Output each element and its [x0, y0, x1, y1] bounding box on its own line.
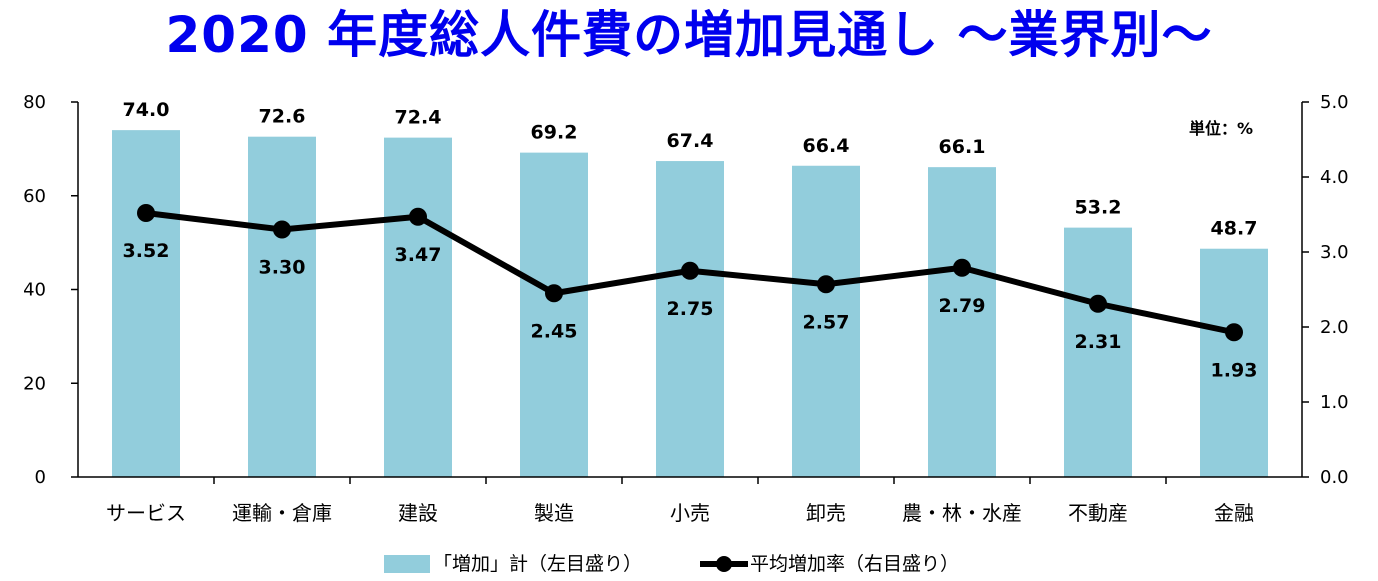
bar-value-labels: 74.0 72.6 72.4 69.2 67.4 66.4 66.1 53.2 48.7: [123, 99, 1258, 240]
legend-line-marker: [716, 556, 732, 572]
right-tick-label-4: 4.0: [1320, 167, 1349, 188]
category-label-4: 小売: [670, 501, 710, 525]
line-point-2: [409, 207, 427, 226]
line-point-6: [953, 258, 971, 277]
left-tick-label-2: 40: [23, 280, 46, 301]
category-label-2: 建設: [398, 501, 438, 525]
bar-series: [112, 130, 1268, 477]
bar-4: [656, 161, 724, 477]
line-point-8: [1225, 323, 1243, 342]
line-point-5: [817, 275, 835, 294]
unit-label: 単位：%: [1189, 119, 1253, 138]
line-label-6: 2.79: [939, 295, 986, 317]
category-label-3: 製造: [534, 501, 574, 525]
left-tick-label-3: 60: [23, 186, 46, 207]
bar-label-6: 66.1: [939, 136, 986, 158]
bar-label-1: 72.6: [259, 106, 306, 128]
right-tick-label-3: 3.0: [1320, 242, 1349, 263]
legend: 「増加」計（左目盛り） 平均増加率（右目盛り）: [384, 553, 959, 575]
line-label-2: 3.47: [395, 244, 442, 266]
right-tick-label-5: 5.0: [1320, 92, 1349, 113]
bar-3: [520, 152, 588, 477]
bar-2: [384, 137, 452, 477]
line-label-8: 1.93: [1211, 359, 1258, 381]
bar-label-4: 67.4: [667, 130, 714, 152]
legend-line-label: 平均増加率（右目盛り）: [750, 553, 959, 575]
category-label-1: 運輸・倉庫: [232, 501, 332, 525]
line-label-1: 3.30: [259, 257, 306, 279]
line-label-5: 2.57: [803, 311, 850, 333]
bar-1: [248, 136, 316, 477]
right-tick-label-2: 2.0: [1320, 317, 1349, 338]
line-point-0: [137, 204, 155, 222]
bar-7: [1064, 227, 1132, 477]
bar-label-2: 72.4: [395, 107, 442, 129]
chart-title: 2020 年度総人件費の増加見通し ～業界別～: [165, 6, 1213, 64]
line-point-4: [681, 261, 699, 280]
left-tick-label-1: 20: [23, 373, 46, 394]
line-point-1: [273, 220, 291, 239]
legend-bar-label: 「増加」計（左目盛り）: [433, 553, 642, 575]
right-tick-label-1: 1.0: [1320, 392, 1349, 413]
bar-label-5: 66.4: [803, 135, 850, 157]
bar-8: [1200, 248, 1268, 477]
category-label-6: 農・林・水産: [902, 501, 1022, 525]
axes: 0 20 40 60 80 0.0 1.0 2.0 3.0 4.0 5.0 サービス 運輸・倉庫 建設 製造…: [23, 92, 1349, 525]
category-label-5: 卸売: [806, 501, 846, 525]
bar-label-3: 69.2: [531, 122, 578, 144]
line-point-7: [1089, 294, 1107, 313]
line-label-7: 2.31: [1075, 331, 1122, 353]
bar-5: [792, 165, 860, 477]
category-label-7: 不動産: [1068, 501, 1128, 525]
bar-label-8: 48.7: [1211, 218, 1258, 240]
category-label-0: サービス: [106, 501, 186, 525]
line-label-0: 3.52: [123, 240, 170, 262]
bar-6: [928, 167, 996, 477]
left-tick-label-0: 0: [35, 467, 46, 488]
line-point-3: [545, 284, 563, 303]
legend-bar-swatch: [384, 555, 430, 573]
category-label-8: 金融: [1214, 501, 1254, 525]
line-label-3: 2.45: [531, 320, 578, 342]
bar-label-7: 53.2: [1075, 197, 1122, 219]
left-tick-label-4: 80: [23, 92, 46, 113]
line-series: 3.52 3.30 3.47 2.45 2.75 2.57 2.79 2.31 1.93: [123, 204, 1258, 381]
line-label-4: 2.75: [667, 298, 714, 320]
bar-label-0: 74.0: [123, 99, 170, 121]
bar-0: [112, 130, 180, 477]
right-tick-label-0: 0.0: [1320, 467, 1349, 488]
